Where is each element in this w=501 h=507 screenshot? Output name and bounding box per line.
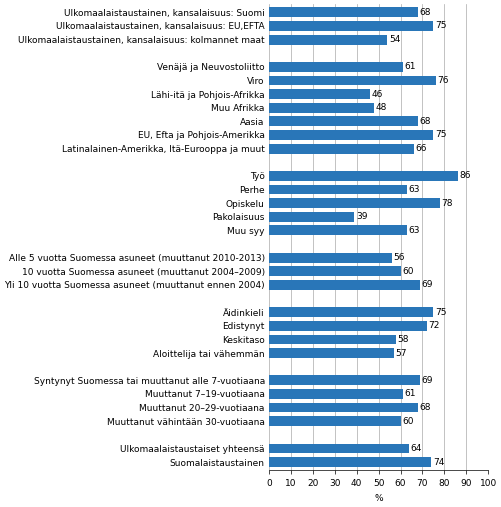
Bar xyxy=(269,307,433,317)
Bar xyxy=(269,321,427,331)
Text: 75: 75 xyxy=(435,308,446,317)
Bar xyxy=(269,226,407,235)
Bar xyxy=(269,143,414,154)
Text: 78: 78 xyxy=(441,199,453,208)
Text: 86: 86 xyxy=(459,171,470,180)
Bar xyxy=(269,89,370,99)
Text: 39: 39 xyxy=(356,212,368,221)
Text: 74: 74 xyxy=(433,458,444,466)
Bar xyxy=(269,403,418,413)
Text: 60: 60 xyxy=(402,417,413,426)
Text: 76: 76 xyxy=(437,76,448,85)
Text: 54: 54 xyxy=(389,35,400,44)
Bar xyxy=(269,335,396,344)
Text: 68: 68 xyxy=(419,403,431,412)
Bar xyxy=(269,444,409,453)
Text: 69: 69 xyxy=(422,376,433,385)
Bar xyxy=(269,130,433,140)
Bar xyxy=(269,185,407,194)
Text: 63: 63 xyxy=(409,226,420,235)
Bar xyxy=(269,34,387,45)
Bar xyxy=(269,212,355,222)
Text: 61: 61 xyxy=(404,62,416,71)
Bar xyxy=(269,457,431,467)
Bar xyxy=(269,266,400,276)
Text: 64: 64 xyxy=(411,444,422,453)
Bar xyxy=(269,375,420,385)
Bar xyxy=(269,62,403,72)
Bar xyxy=(269,8,418,17)
Bar xyxy=(269,117,418,126)
Text: 56: 56 xyxy=(393,253,405,262)
Bar xyxy=(269,21,433,31)
Text: 60: 60 xyxy=(402,267,413,276)
Bar xyxy=(269,348,394,358)
Text: 66: 66 xyxy=(415,144,427,153)
X-axis label: %: % xyxy=(374,494,383,503)
Bar xyxy=(269,198,440,208)
Text: 68: 68 xyxy=(419,117,431,126)
Text: 48: 48 xyxy=(376,103,387,112)
Text: 75: 75 xyxy=(435,21,446,30)
Bar xyxy=(269,416,400,426)
Bar xyxy=(269,171,457,181)
Text: 61: 61 xyxy=(404,389,416,399)
Text: 68: 68 xyxy=(419,8,431,17)
Text: 46: 46 xyxy=(371,90,383,99)
Bar xyxy=(269,253,392,263)
Text: 75: 75 xyxy=(435,130,446,139)
Text: 69: 69 xyxy=(422,280,433,289)
Text: 72: 72 xyxy=(428,321,440,330)
Bar xyxy=(269,76,435,85)
Text: 63: 63 xyxy=(409,185,420,194)
Bar xyxy=(269,103,374,113)
Bar xyxy=(269,280,420,290)
Text: 57: 57 xyxy=(395,348,407,357)
Text: 58: 58 xyxy=(398,335,409,344)
Bar xyxy=(269,389,403,399)
